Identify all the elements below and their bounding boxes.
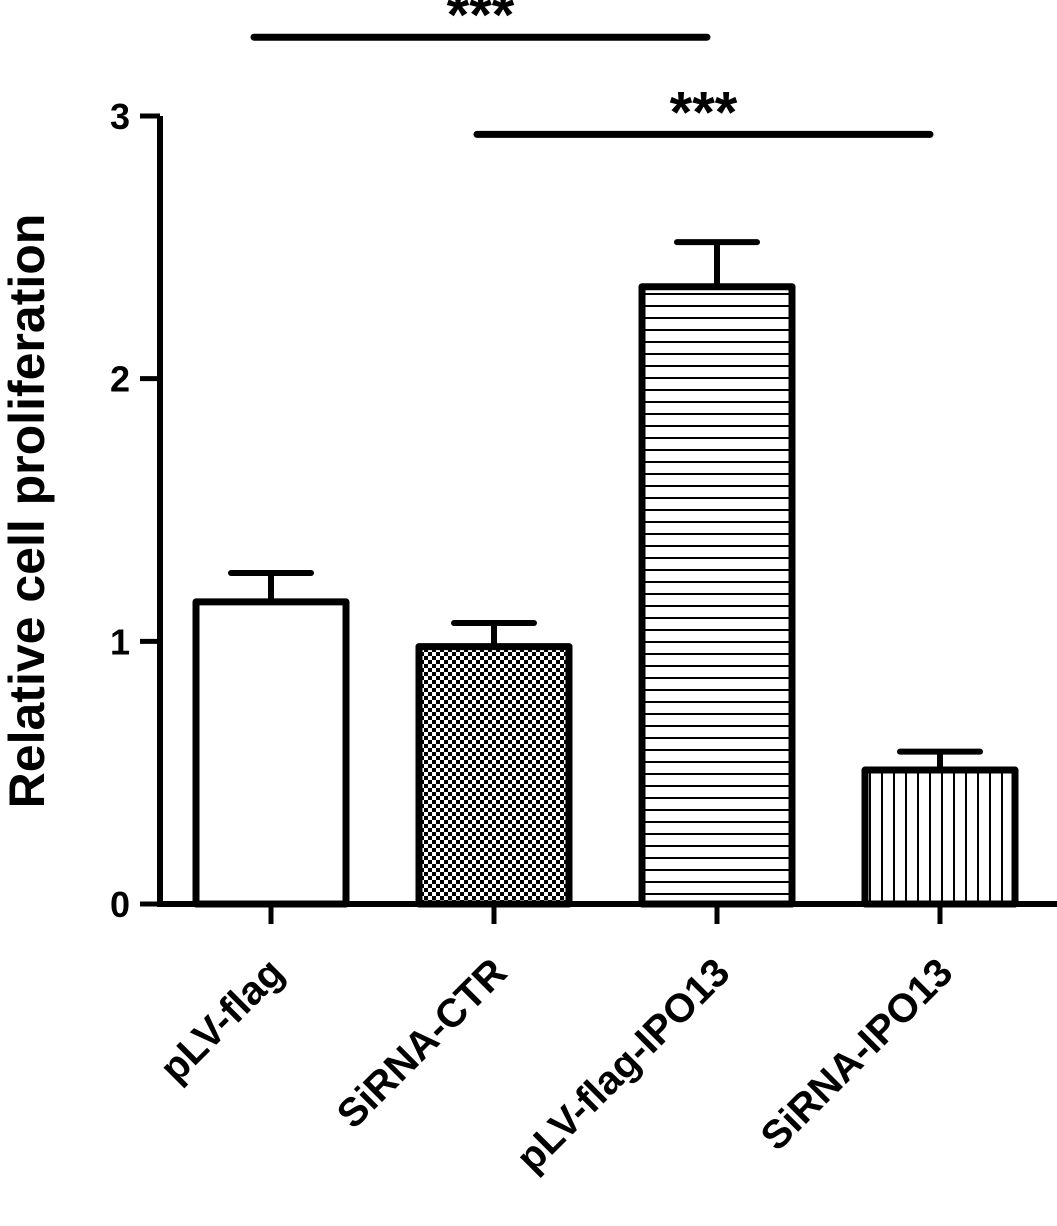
y-ticks: 0 1 2 3 xyxy=(110,96,160,925)
significance-stars: *** xyxy=(670,80,738,145)
y-axis-label: Relative cell proliferation xyxy=(0,214,55,809)
x-tick-label: SiRNA-IPO13 xyxy=(753,950,962,1159)
bar-1 xyxy=(415,643,573,908)
x-tick-label: SiRNA-CTR xyxy=(329,950,516,1137)
significance-annotations: *** *** xyxy=(250,0,934,145)
x-tick-label: pLV-flag-IPO13 xyxy=(508,950,738,1180)
y-tick-label: 3 xyxy=(110,96,130,137)
bar-3 xyxy=(861,766,1019,908)
y-tick-label: 1 xyxy=(110,621,130,662)
bars xyxy=(192,239,1019,908)
significance-stars: *** xyxy=(447,0,515,48)
y-tick-label: 2 xyxy=(110,359,130,400)
bar-0 xyxy=(192,598,350,908)
bar-2 xyxy=(638,283,796,908)
y-tick-label: 0 xyxy=(110,884,130,925)
x-tick-label: pLV-flag xyxy=(152,950,293,1091)
